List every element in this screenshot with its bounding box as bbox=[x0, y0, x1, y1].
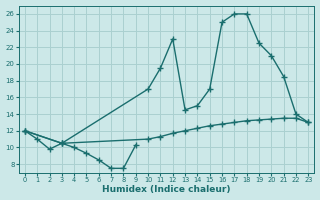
X-axis label: Humidex (Indice chaleur): Humidex (Indice chaleur) bbox=[102, 185, 231, 194]
